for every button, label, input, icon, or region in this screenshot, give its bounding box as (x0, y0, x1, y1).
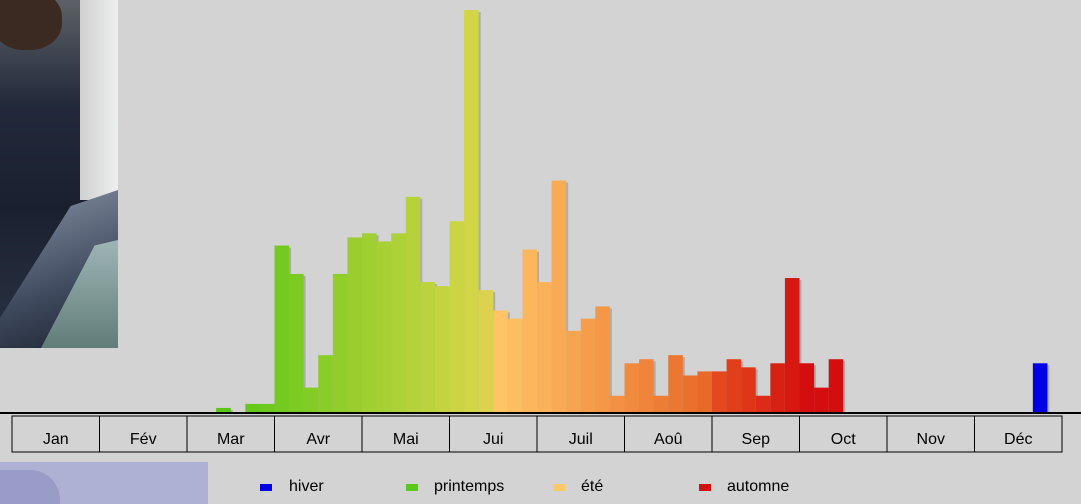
month-label: Juil (569, 431, 593, 448)
month-label: Mar (217, 431, 245, 448)
bar (332, 273, 348, 412)
bar (1032, 363, 1048, 412)
legend-label-printemps: printemps (434, 478, 505, 495)
bar (580, 318, 596, 412)
bar (595, 306, 610, 412)
month-box (974, 415, 1063, 453)
bar (376, 241, 392, 412)
month-label: Mai (393, 431, 419, 448)
bar (814, 387, 829, 412)
bar (653, 395, 669, 412)
bar (755, 395, 771, 412)
legend-swatch-hiver (260, 484, 272, 491)
bar (537, 282, 552, 412)
bar (609, 395, 625, 412)
bar (274, 245, 290, 412)
bar (799, 363, 815, 412)
bar (712, 371, 727, 412)
bar (507, 318, 523, 412)
bar (770, 363, 785, 412)
legend-label-hiver: hiver (289, 478, 324, 495)
month-label: Sep (742, 431, 771, 448)
bar (551, 180, 567, 412)
month-label: Jui (483, 431, 503, 448)
bar (828, 359, 844, 412)
month-label: Avr (306, 431, 330, 448)
bar (420, 282, 435, 412)
legend-label-ete: été (581, 478, 604, 495)
bar (639, 359, 654, 412)
legend-label-automne: automne (727, 478, 790, 495)
month-label: Aoû (654, 431, 682, 448)
legend-swatch-printemps (406, 484, 418, 491)
bar (624, 363, 640, 412)
bar (303, 387, 319, 412)
bar (566, 330, 581, 412)
map-thumbnail (0, 462, 208, 504)
bar (259, 403, 275, 412)
bar (318, 355, 333, 412)
bar (493, 310, 508, 412)
month-label: Fév (130, 431, 157, 448)
bar (741, 367, 756, 412)
bar (347, 237, 362, 412)
legend-swatch-automne (699, 484, 711, 491)
bar (697, 371, 712, 412)
bar (434, 286, 450, 412)
bar (405, 196, 421, 412)
month-label: Jan (43, 431, 69, 448)
bar (522, 249, 537, 412)
bar (682, 375, 698, 412)
bar (216, 407, 231, 412)
bar (464, 10, 479, 413)
month-label: Déc (1004, 431, 1032, 448)
bar (362, 233, 377, 412)
bar (391, 233, 406, 412)
legend-swatch-ete (553, 484, 565, 491)
bar (449, 221, 465, 412)
bar (289, 273, 304, 412)
photo-overlay (0, 0, 118, 348)
bar (668, 355, 683, 412)
bar (784, 278, 800, 412)
month-label: Nov (917, 431, 945, 448)
bar (245, 403, 260, 412)
bar (478, 290, 494, 412)
bar (726, 359, 742, 412)
month-label: Oct (831, 431, 856, 448)
